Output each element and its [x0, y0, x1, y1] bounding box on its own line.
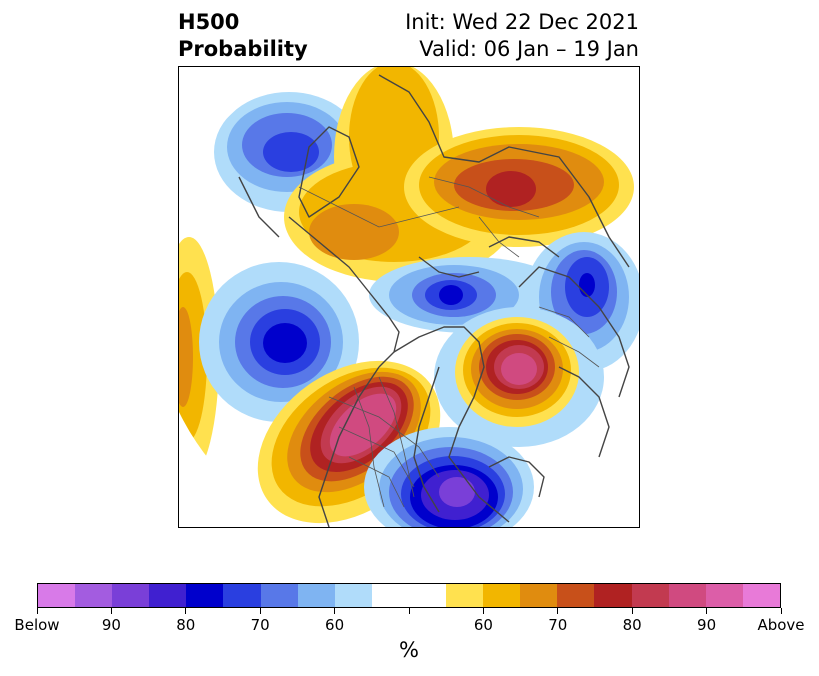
- colorbar-tick: [631, 608, 633, 614]
- colorbar-segment: [112, 584, 150, 607]
- colorbar-tick-label: Above: [757, 616, 805, 634]
- above-north-atlantic: [434, 307, 604, 447]
- colorbar-segment: [186, 584, 224, 607]
- colorbar-tick-label: Below: [14, 616, 60, 634]
- colorbar-tick-label: 70: [548, 616, 568, 634]
- colorbar-segment: [446, 584, 484, 607]
- valid-range: Valid: 06 Jan – 19 Jan: [419, 37, 639, 61]
- colorbar-segment: [408, 584, 447, 607]
- coastlines: [238, 74, 630, 527]
- map-title: H500 Probability: [178, 9, 308, 63]
- colorbar-segment: [520, 584, 558, 607]
- colorbar-tick-label: 90: [101, 616, 121, 634]
- init-date: Init: Wed 22 Dec 2021: [405, 10, 639, 34]
- colorbar-segment: [38, 584, 76, 607]
- product-name: Probability: [178, 37, 308, 61]
- colorbar-segment: [631, 584, 669, 607]
- colorbar-segment: [260, 584, 298, 607]
- colorbar-tick: [110, 608, 112, 614]
- colorbar-tick-label: 60: [473, 616, 493, 634]
- field-name: H500: [178, 10, 240, 34]
- colorbar-segment: [668, 584, 706, 607]
- colorbar-segment: [742, 584, 780, 607]
- colorbar-segment: [483, 584, 521, 607]
- colorbar-segment: [223, 584, 261, 607]
- colorbar-tick: [780, 608, 782, 614]
- political-borders: [298, 176, 600, 508]
- colorbar-tick-label: 90: [697, 616, 717, 634]
- colorbar: [37, 583, 781, 608]
- colorbar-segment: [557, 584, 595, 607]
- colorbar-tick-label: 70: [250, 616, 270, 634]
- colorbar-segment: [594, 584, 632, 607]
- below-alaska-sea: [369, 257, 569, 333]
- colorbar-tick: [557, 608, 559, 614]
- colorbar-unit: %: [399, 638, 419, 662]
- colorbar-tick-label: 60: [325, 616, 345, 634]
- polar-map: [179, 67, 639, 527]
- colorbar-tick: [482, 608, 484, 614]
- colorbar-tick: [185, 608, 187, 614]
- colorbar-tick: [408, 608, 410, 614]
- colorbar-tick: [259, 608, 261, 614]
- colorbar-segment: [334, 584, 372, 607]
- colorbar-segment: [705, 584, 743, 607]
- below-eastern-us: [364, 427, 534, 527]
- colorbar-segment: [75, 584, 113, 607]
- colorbar-segment: [149, 584, 187, 607]
- colorbar-tick: [334, 608, 336, 614]
- colorbar-tick: [706, 608, 708, 614]
- colorbar-segment: [371, 584, 409, 607]
- above-pacific-edge: [179, 237, 219, 477]
- colorbar-tick-label: 80: [176, 616, 196, 634]
- colorbar-segment: [297, 584, 335, 607]
- forecast-dates: Init: Wed 22 Dec 2021 Valid: 06 Jan – 19…: [405, 9, 639, 63]
- colorbar-tick: [36, 608, 38, 614]
- colorbar-tick-label: 80: [622, 616, 642, 634]
- map-panel: [178, 66, 640, 528]
- anomaly-field: [179, 67, 639, 527]
